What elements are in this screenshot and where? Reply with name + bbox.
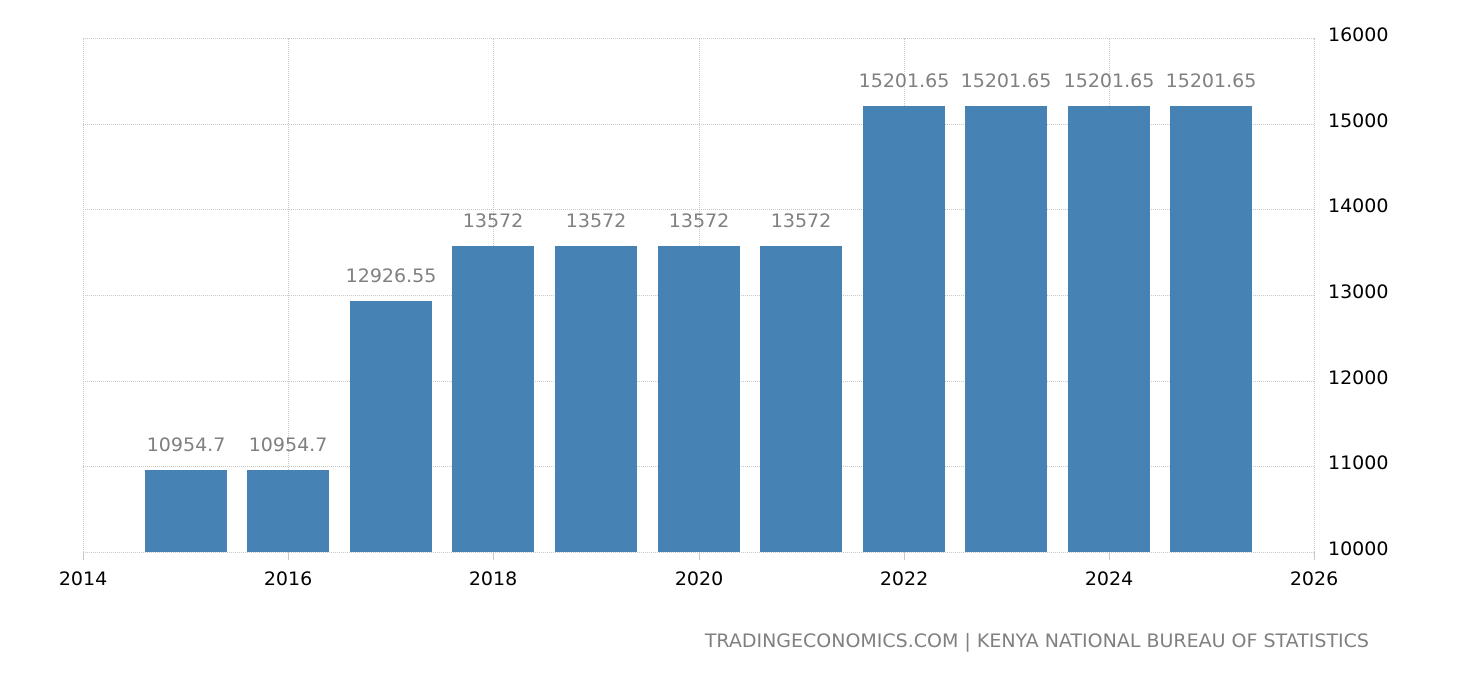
bar-2018[interactable] — [452, 246, 534, 552]
bar-value-label: 15201.65 — [858, 70, 950, 92]
gridline-horizontal — [83, 209, 1314, 210]
bar-2025[interactable] — [1170, 106, 1252, 552]
bar-2016[interactable] — [247, 470, 329, 552]
y-tick-label: 15000 — [1328, 110, 1389, 132]
source-attribution: TRADINGECONOMICS.COM | KENYA NATIONAL BU… — [704, 630, 1369, 652]
x-tick-mark — [904, 552, 905, 560]
gridline-horizontal — [83, 552, 1314, 553]
x-tick-mark — [83, 552, 84, 560]
x-tick-mark — [1314, 552, 1315, 560]
bar-value-label: 10954.7 — [248, 434, 328, 456]
bar-value-label: 13572 — [462, 210, 524, 232]
bar-value-label: 13572 — [668, 210, 730, 232]
bar-2015[interactable] — [145, 470, 227, 552]
y-axis-line — [1314, 38, 1315, 560]
bar-value-label: 13572 — [770, 210, 832, 232]
x-tick-label: 2022 — [879, 568, 929, 590]
bar-2024[interactable] — [1068, 106, 1150, 552]
bar-value-label: 12926.55 — [345, 265, 437, 287]
bar-value-label: 15201.65 — [1165, 70, 1257, 92]
x-tick-mark — [699, 552, 700, 560]
y-tick-label: 12000 — [1328, 367, 1389, 389]
x-tick-mark — [288, 552, 289, 560]
gridline-vertical — [288, 38, 289, 552]
y-tick-label: 16000 — [1328, 24, 1389, 46]
bar-2020[interactable] — [658, 246, 740, 552]
y-tick-label: 10000 — [1328, 538, 1389, 560]
bar-2019[interactable] — [555, 246, 637, 552]
gridline-vertical — [83, 38, 84, 552]
bar-value-label: 10954.7 — [146, 434, 226, 456]
x-tick-mark — [493, 552, 494, 560]
gridline-horizontal — [83, 38, 1314, 39]
bar-2023[interactable] — [965, 106, 1047, 552]
bar-2021[interactable] — [760, 246, 842, 552]
x-tick-label: 2016 — [263, 568, 313, 590]
x-tick-label: 2020 — [674, 568, 724, 590]
bar-value-label: 15201.65 — [960, 70, 1052, 92]
y-tick-label: 13000 — [1328, 281, 1389, 303]
bar-2017[interactable] — [350, 301, 432, 552]
bar-value-label: 13572 — [565, 210, 627, 232]
y-tick-label: 11000 — [1328, 452, 1389, 474]
bar-2022[interactable] — [863, 106, 945, 552]
x-tick-label: 2024 — [1084, 568, 1134, 590]
x-tick-label: 2018 — [468, 568, 518, 590]
x-tick-label: 2026 — [1289, 568, 1339, 590]
bar-value-label: 15201.65 — [1063, 70, 1155, 92]
x-tick-label: 2014 — [58, 568, 108, 590]
y-tick-label: 14000 — [1328, 195, 1389, 217]
gridline-horizontal — [83, 124, 1314, 125]
x-tick-mark — [1109, 552, 1110, 560]
